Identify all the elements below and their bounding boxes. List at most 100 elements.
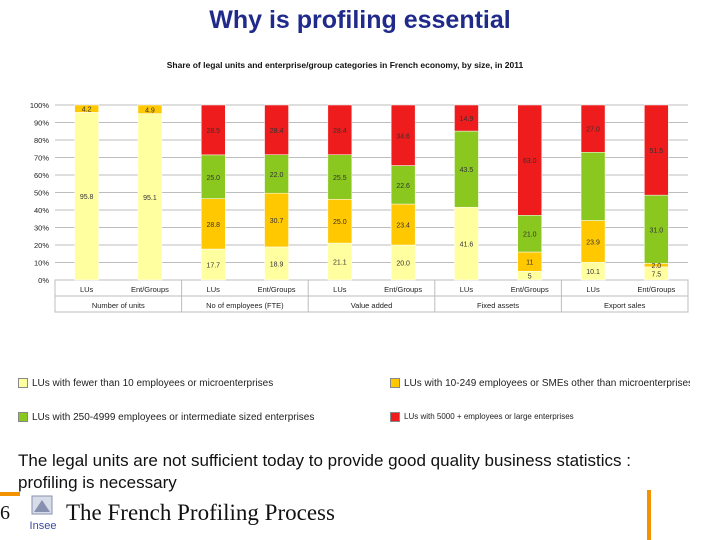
bar-segment: [454, 104, 479, 132]
legend-swatch-micro: [18, 378, 28, 389]
legend-swatch-sme: [390, 378, 400, 389]
bar-segment: [580, 104, 606, 153]
bar-segment: [327, 199, 353, 244]
y-tick-label: 30%: [34, 224, 49, 233]
bar-segment: [517, 215, 542, 253]
bar-segment: [580, 152, 606, 221]
group-label: Number of units: [92, 301, 145, 310]
bar-segment: [580, 220, 606, 263]
group-label: Fixed assets: [477, 301, 519, 310]
y-tick-label: 0%: [38, 276, 49, 285]
bar-segment: [454, 206, 479, 281]
data-label: 5: [528, 274, 532, 281]
data-label: 41.6: [460, 242, 474, 249]
chart-title: Share of legal units and enterprise/grou…: [167, 60, 524, 70]
bar-segment: [137, 104, 163, 114]
bar-segment: [390, 104, 416, 166]
data-label: 7.5: [651, 271, 661, 278]
group-label: Export sales: [604, 301, 646, 310]
logo-text: Insee: [29, 520, 57, 532]
bar-segment: [264, 246, 289, 281]
bar-segment: [201, 104, 226, 156]
insee-logo-icon: [31, 495, 53, 515]
legend-swatch-large: [390, 412, 400, 422]
data-label: 34.6: [396, 133, 410, 140]
x-tick-label: Ent/Groups: [511, 285, 549, 294]
data-label: 25.0: [333, 219, 347, 226]
legend-item-intermediate: LUs with 250-4999 employees or intermedi…: [18, 412, 314, 423]
x-tick-label: Ent/Groups: [384, 285, 422, 294]
y-tick-label: 10%: [34, 259, 49, 268]
x-tick-label: Ent/Groups: [131, 285, 169, 294]
bar-segment: [454, 130, 479, 208]
legend-label-micro: LUs with fewer than 10 employees or micr…: [32, 378, 274, 389]
bar-segment: [264, 154, 289, 194]
bar-segment: [327, 242, 353, 281]
data-label: 28.4: [333, 128, 347, 135]
legend-label-sme: LUs with 10-249 employees or SMEs other …: [404, 378, 690, 389]
data-label: 27.0: [586, 127, 600, 134]
data-label: 25.0: [206, 175, 220, 182]
footer-accent-left: [0, 492, 20, 496]
data-label: 11: [526, 260, 533, 267]
bar-segment: [390, 165, 416, 205]
slide-title: Why is profiling essential: [209, 6, 511, 34]
data-label: 4.2: [82, 107, 92, 114]
bar-segment: [201, 248, 226, 281]
data-label: 14.9: [460, 116, 474, 123]
legend-item-micro: LUs with fewer than 10 employees or micr…: [18, 378, 273, 389]
x-tick-label: Ent/Groups: [637, 285, 675, 294]
data-label: 4.9: [145, 107, 155, 114]
legend-label-intermediate: LUs with 250-4999 employees or intermedi…: [32, 412, 315, 423]
y-tick-label: 20%: [34, 241, 49, 250]
data-label: 22.6: [396, 183, 410, 190]
data-label: 25.5: [333, 175, 347, 182]
data-label: 23.9: [586, 239, 600, 246]
x-tick-label: LUs: [586, 285, 600, 294]
chart-labels: 0% 10% 20% 30% 40% 50% 60% 70% 80% 90% 100% 95.8 4.2…: [30, 101, 676, 310]
x-tick-label: LUs: [460, 285, 474, 294]
data-label: 23.4: [396, 223, 410, 230]
bar-segment: [644, 194, 669, 264]
x-tick-label: LUs: [207, 285, 221, 294]
data-label: 2.0: [651, 263, 661, 270]
y-tick-label: 100%: [30, 101, 50, 110]
y-tick-label: 60%: [34, 171, 49, 180]
y-tick-label: 90%: [34, 119, 49, 128]
bar-segment: [390, 244, 416, 281]
footer-title: The French Profiling Process: [66, 500, 335, 525]
slide-caption: The legal units are not sufficient today…: [18, 451, 631, 492]
data-label: 20.0: [396, 261, 410, 268]
data-label: 28.4: [270, 128, 284, 135]
data-label: 95.8: [80, 194, 94, 201]
x-tick-label: LUs: [333, 285, 347, 294]
y-tick-label: 80%: [34, 136, 49, 145]
bar-segment: [137, 113, 163, 281]
bar-segment: [264, 192, 289, 248]
bar-segment: [327, 104, 353, 155]
y-tick-label: 50%: [34, 189, 49, 198]
data-label: 17.7: [206, 263, 220, 270]
bar-segment: [74, 112, 99, 281]
data-label: 18.9: [270, 261, 284, 268]
legend-label-large: LUs with 5000 + employees or large enter…: [404, 412, 574, 422]
group-label: Value added: [351, 301, 393, 310]
data-label: 51.5: [650, 148, 664, 155]
bar-segment: [74, 104, 99, 113]
data-label: 28.5: [206, 128, 220, 135]
bar-segment: [264, 104, 289, 155]
group-label: No of employees (FTE): [206, 301, 284, 310]
legend-item-sme: LUs with 10-249 employees or SMEs other …: [390, 378, 690, 389]
data-label: 95.1: [143, 195, 157, 202]
footer-accent-bar: [647, 490, 651, 540]
bar-segment: [201, 198, 226, 250]
y-tick-label: 70%: [34, 154, 49, 163]
data-label: 43.5: [460, 167, 474, 174]
legend-swatch-intermediate: [18, 412, 28, 423]
data-label: 10.1: [586, 269, 600, 276]
bar-segment: [517, 104, 542, 216]
data-label: 63.0: [523, 158, 537, 165]
x-tick-label: Ent/Groups: [258, 285, 296, 294]
y-tick-label: 40%: [34, 206, 49, 215]
